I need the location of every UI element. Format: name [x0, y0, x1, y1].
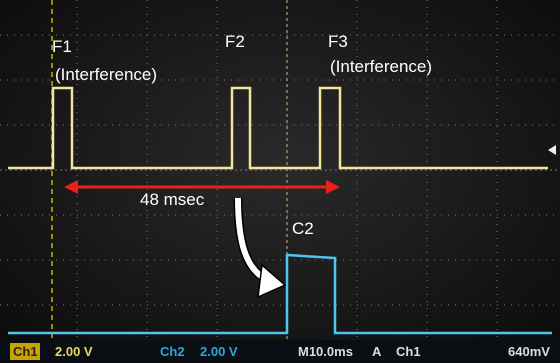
label-f1-note: (Interference): [55, 65, 157, 84]
status-ch1-scale: 2.00 V: [55, 344, 93, 359]
label-f2: F2: [225, 32, 245, 51]
label-f1: F1: [52, 37, 72, 56]
status-ch2-scale: 2.00 V: [200, 344, 238, 359]
background: [0, 0, 560, 363]
label-interval: 48 msec: [140, 190, 205, 209]
scope-screen: F1 (Interference) F2 F3 (Interference) 4…: [0, 0, 560, 363]
label-f3: F3: [328, 32, 348, 51]
status-timebase: M10.0ms: [298, 344, 353, 359]
label-f3-note: (Interference): [330, 57, 432, 76]
status-trigger-level: 640mV: [508, 344, 550, 359]
status-trigger-mode: A: [372, 344, 382, 359]
status-ch1: Ch1: [13, 344, 38, 359]
status-ch2: Ch2: [160, 344, 185, 359]
status-bar: Ch1 2.00 V Ch2 2.00 V M10.0ms A Ch1 640m…: [0, 340, 560, 363]
status-trigger-source: Ch1: [396, 344, 421, 359]
label-c2: C2: [292, 219, 314, 238]
